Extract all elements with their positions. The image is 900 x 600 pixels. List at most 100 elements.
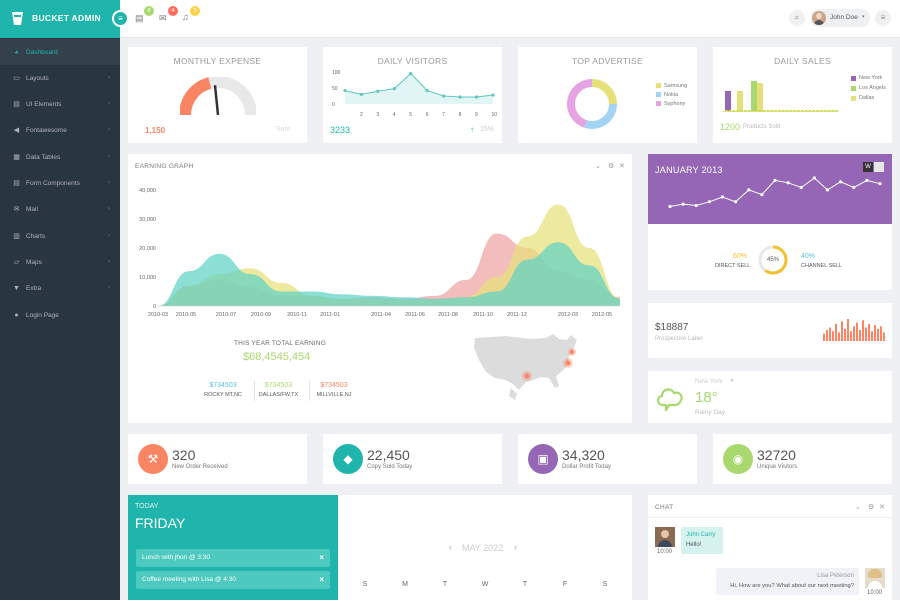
avatar (865, 568, 885, 588)
january-line-chart (668, 176, 882, 209)
sales-mini-bar (744, 110, 747, 111)
sidebar-item-layouts[interactable]: ▭ Layouts › (0, 65, 120, 91)
legend-swatch (656, 101, 661, 106)
donut-slice (584, 103, 617, 129)
sidebar-item-charts[interactable]: ▥ Charts › (0, 223, 120, 249)
mail-icon[interactable]: ✉ (159, 13, 167, 23)
january-point (720, 195, 725, 199)
prospective-value: $18887 (655, 322, 689, 333)
january-point (878, 182, 882, 186)
sales-mini-bar (789, 110, 793, 111)
close-icon[interactable]: ✕ (619, 163, 625, 170)
arrow-up-icon: ↑ (470, 125, 474, 134)
january-line (669, 177, 881, 207)
sales-mini-bar (728, 110, 732, 111)
card-title: DAILY VISITORS (377, 56, 448, 66)
envelope-icon: ✉ (13, 206, 20, 213)
total-earning-label: THIS YEAR TOTAL EARNING (234, 340, 327, 347)
divider (309, 381, 310, 401)
visitors-line (344, 72, 494, 98)
prospective-bar (850, 331, 852, 341)
sales-mini-bar (770, 110, 774, 111)
divider (254, 381, 255, 401)
prospective-bar (868, 323, 870, 341)
sidebar-item-extra[interactable]: ▼ Extra › (0, 275, 120, 301)
legend-swatch (656, 83, 661, 88)
prospective-bar (832, 331, 834, 341)
mail-badge: 4 (168, 6, 178, 16)
sell-ratio-ring (758, 245, 788, 275)
card-title: MONTHLY EXPENSE (173, 56, 262, 66)
y-tick-label: 100 (332, 70, 341, 76)
legend-swatch (851, 85, 856, 91)
location-pin-icon: ● (730, 377, 734, 384)
sidebar-item-form-components[interactable]: ▤ Form Components › (0, 170, 120, 196)
chevron-left-icon[interactable]: ‹ (449, 542, 452, 552)
x-tick-label: 2 (360, 112, 363, 118)
prospective-bar (856, 322, 858, 341)
chat-bubble: John Carry Hello! (681, 527, 723, 554)
sidebar-item-ui-elements[interactable]: ▤ UI Elements › (0, 91, 120, 117)
y-tick-label: 30,000 (139, 217, 156, 223)
event-item[interactable]: Lunch with jhon @ 3:30 × (136, 549, 330, 567)
tasks-icon[interactable]: ▤ (135, 13, 144, 23)
search-icon[interactable]: ⌕ (789, 10, 805, 26)
top-header: ≡ ▤ 8 ✉ 4 ♫ 3 ⌕ John Doe ▾ ≡ (112, 0, 900, 38)
chevron-right-icon: › (108, 259, 110, 265)
weekday-label: T (442, 581, 448, 588)
sidebar-item-maps[interactable]: ▱ Maps › (0, 249, 120, 275)
sales-mini-bar (831, 110, 834, 111)
sales-value: 1200 (720, 122, 741, 132)
close-icon[interactable]: × (319, 575, 324, 584)
gear-icon[interactable]: ⚙ (868, 504, 875, 511)
chevron-right-icon[interactable]: › (514, 542, 517, 552)
january-title: JANUARY 2013 (655, 165, 723, 175)
view-toggle-icon[interactable] (874, 162, 884, 172)
user-dropdown[interactable]: John Doe ▾ (810, 9, 870, 27)
sales-mini-bar (801, 110, 804, 111)
ring-direct (764, 245, 788, 275)
x-tick-label: 3 (376, 112, 379, 118)
y-tick-label: 20,000 (139, 246, 156, 252)
x-tick-label: 2010-07 (216, 312, 236, 318)
calendar-panel: ‹ MAY 2022 › S M T W T F S (338, 495, 632, 600)
visitors-value: 3233 (330, 125, 351, 135)
chevron-down-icon[interactable]: ⌄ (595, 163, 601, 170)
x-tick-label: 2012-05 (592, 312, 612, 318)
event-item[interactable]: Coffee meeting with Lisa @ 4:30 × (136, 571, 330, 589)
sales-mini-bar (736, 110, 739, 111)
visitors-point (376, 89, 380, 93)
channel-sell-value: 40% (801, 253, 816, 260)
sidebar-item-mail[interactable]: ✉ Mail › (0, 196, 120, 222)
sidebar-item-dashboard[interactable]: ◕ Dashboard (0, 39, 120, 65)
bell-icon[interactable]: ♫ (182, 12, 189, 22)
legend-label: Samsung (664, 82, 688, 89)
close-icon[interactable]: ✕ (879, 504, 885, 511)
prospective-bar (838, 332, 840, 341)
logo[interactable]: BUCKET ADMIN (0, 0, 120, 38)
sender-name: John Carry (686, 532, 716, 538)
x-tick-label: 2010-03 (148, 312, 168, 318)
close-icon[interactable]: × (319, 553, 324, 562)
weather-card: New York ● 18° Rainy Day (648, 371, 892, 423)
sidebar-item-data-tables[interactable]: ▦ Data Tables › (0, 144, 120, 170)
chat-title: CHAT (655, 504, 674, 511)
sidebar-item-fontawesome[interactable]: ◀ Fontawesome › (0, 117, 120, 143)
january-card: JANUARY 2013 W 60% DIRECT SELL 45% 40% C… (648, 154, 892, 290)
sidebar-item-login-page[interactable]: ● Login Page (0, 302, 120, 328)
x-tick-label: 9 (475, 112, 478, 118)
prospective-bar-chart (823, 319, 885, 341)
x-tick-label: 5 (409, 112, 412, 118)
legend-label: Dallas (859, 95, 875, 101)
list-icon[interactable]: ≡ (875, 10, 891, 26)
city-name: MILLVILLE,NJ (316, 392, 352, 398)
message-time: 10:00 (657, 549, 673, 555)
chart-type-icon[interactable]: W (863, 162, 873, 172)
sales-mini-bar (804, 110, 808, 111)
chevron-right-icon: › (108, 233, 110, 239)
gear-icon[interactable]: ⚙ (608, 163, 615, 170)
sales-mini-bar (793, 110, 796, 111)
chevron-down-icon[interactable]: ⌄ (855, 504, 861, 511)
divider (648, 517, 892, 518)
menu-toggle-icon[interactable]: ≡ (112, 10, 129, 27)
